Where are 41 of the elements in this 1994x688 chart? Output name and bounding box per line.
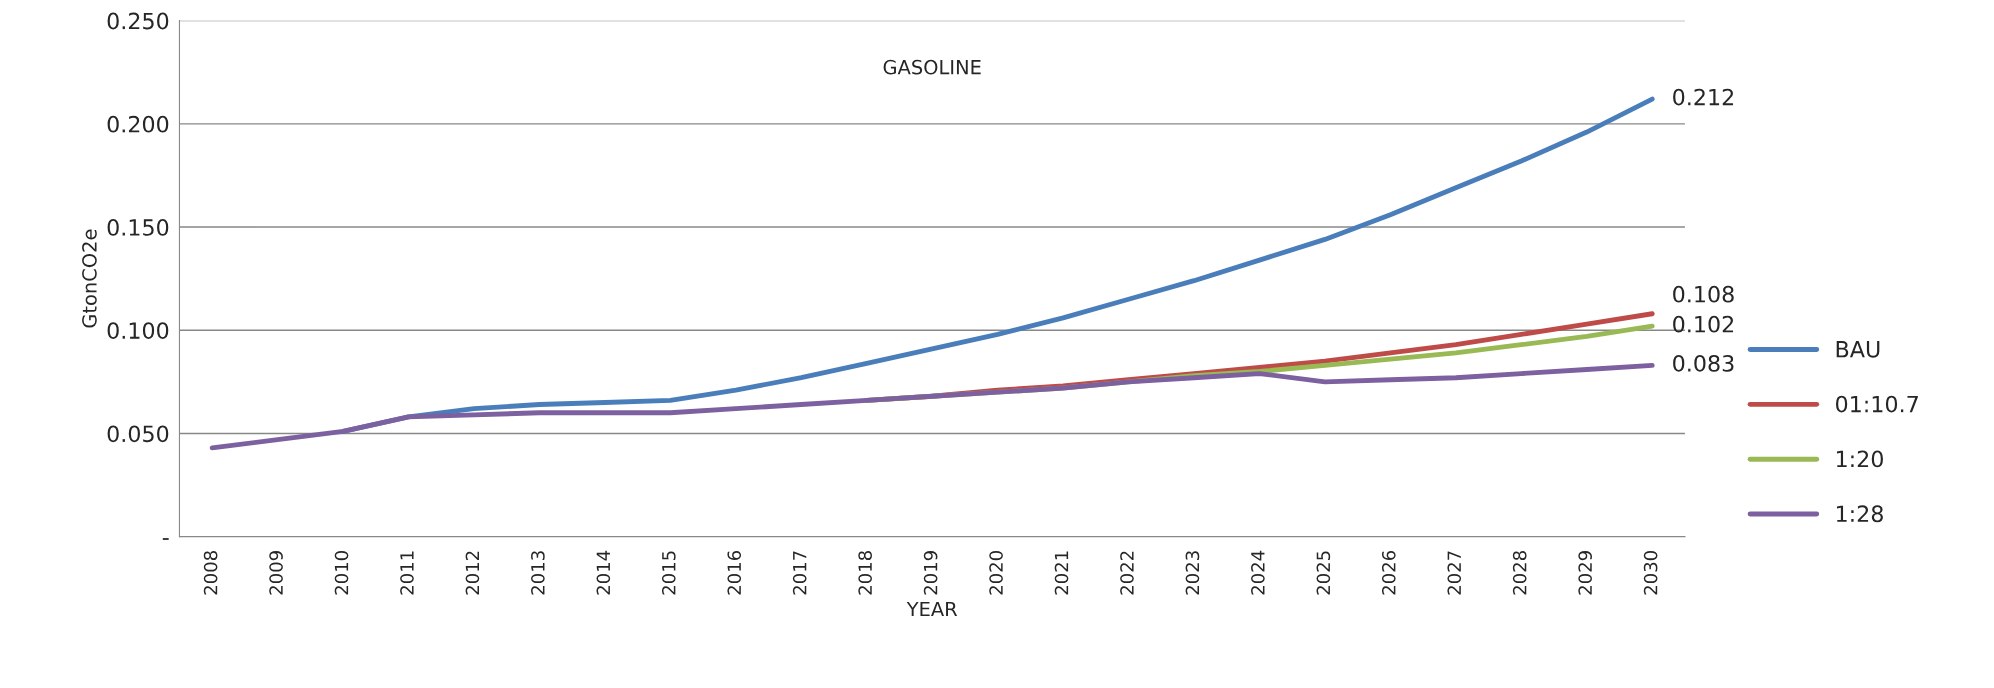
x-tick-label: 2011 xyxy=(400,551,414,595)
annotation: 0.083 xyxy=(1673,354,1734,372)
line-series xyxy=(209,362,1655,451)
x-tick-label: 2023 xyxy=(1185,551,1200,595)
y-tick-label: 0.250 xyxy=(107,12,169,30)
x-tick-label: 2013 xyxy=(531,551,545,595)
legend-label: 1:28 xyxy=(1836,505,1883,523)
x-tick-label: 2022 xyxy=(1120,551,1134,595)
x-axis-title: YEAR xyxy=(906,601,958,617)
x-tick-label: 2010 xyxy=(334,551,349,595)
text: GASOLINE xyxy=(883,59,981,75)
x-tick-label: 2019 xyxy=(923,551,938,595)
x-tick-label: 2029 xyxy=(1578,551,1592,595)
annotation: 0.102 xyxy=(1673,315,1734,333)
x-tick-label: 2020 xyxy=(989,551,1003,595)
x-tick-label: 2021 xyxy=(1054,551,1069,595)
legend-label: 01:10.7 xyxy=(1836,395,1918,413)
legend-label: BAU xyxy=(1836,341,1880,358)
y-tick-label: - xyxy=(162,538,169,540)
x-tick-label: 2030 xyxy=(1643,551,1658,595)
y-tick-label: 0.050 xyxy=(107,425,169,443)
x-tick-label: 2012 xyxy=(465,551,480,595)
y-axis-title: GtonCO2e xyxy=(82,229,97,328)
x-tick-label: 2016 xyxy=(727,550,742,595)
y-tick-label: 0.200 xyxy=(107,115,169,133)
annotation: 0.108 xyxy=(1673,285,1734,303)
x-tick-label: 2024 xyxy=(1251,550,1265,595)
annotation: 0.212 xyxy=(1673,88,1734,106)
x-tick-label: 2014 xyxy=(596,550,611,595)
x-tick-label: 2026 xyxy=(1381,550,1396,595)
x-tick-label: 2025 xyxy=(1316,551,1331,595)
x-tick-label: 2008 xyxy=(203,551,218,595)
x-tick-label: 2028 xyxy=(1512,551,1527,595)
x-tick-label: 2027 xyxy=(1447,551,1462,595)
x-tick-label: 2015 xyxy=(661,551,676,595)
y-tick-label: 0.150 xyxy=(107,218,169,236)
x-tick-label: 2018 xyxy=(858,551,872,595)
legend-label: 1:20 xyxy=(1836,450,1883,468)
y-tick-label: 0.100 xyxy=(107,322,169,339)
x-tick-label: 2017 xyxy=(792,551,807,595)
x-tick-label: 2009 xyxy=(269,551,283,595)
